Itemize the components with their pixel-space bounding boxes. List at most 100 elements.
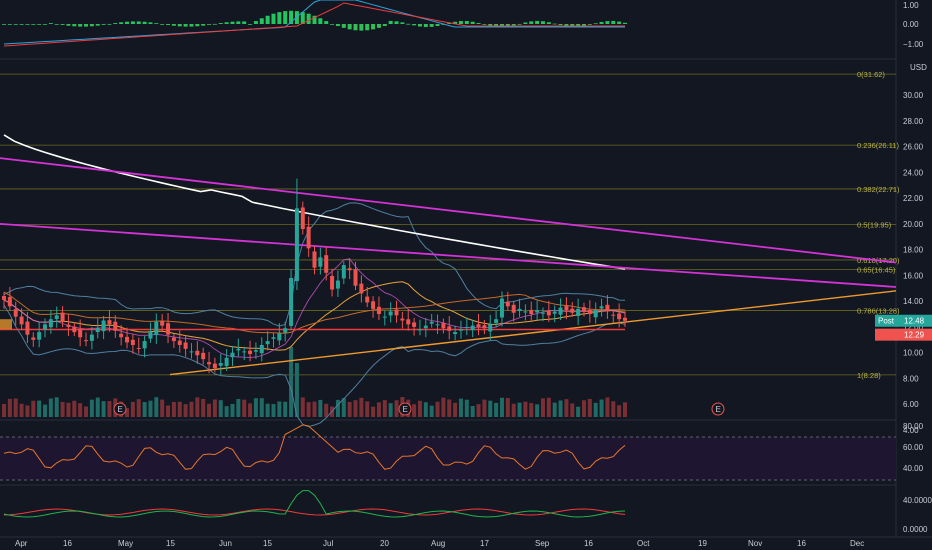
price-tick-label: 8.00 [903, 374, 919, 383]
macd-histogram-bar [166, 24, 171, 25]
price-tick-label: 14.00 [903, 297, 924, 306]
price-tick-label: 18.00 [903, 246, 924, 255]
volume-bar [43, 404, 48, 417]
macd-histogram-bar [335, 24, 340, 27]
volume-bar [388, 403, 393, 417]
volume-bar [453, 402, 458, 417]
candle-body [558, 307, 563, 315]
candle-body [43, 324, 48, 330]
rsi-tick-label: 40.00 [903, 464, 924, 473]
price-axis[interactable]: 4.00 6.00 8.00 10.00 12.00 14.00 16.00 18.00 20.… [903, 63, 927, 435]
volume-bar [60, 401, 65, 417]
volume-bar [476, 404, 481, 417]
macd-histogram-bar [617, 21, 622, 24]
macd-histogram-bar [60, 24, 65, 25]
time-tick-label: 20 [380, 539, 389, 548]
volume-bar [318, 399, 323, 417]
currency-label: USD [910, 63, 927, 72]
candle-body [341, 265, 346, 279]
macd-tick-label: 0.00 [903, 20, 919, 29]
price-tick-label: 24.00 [903, 168, 924, 177]
price-tick-label: 28.00 [903, 117, 924, 126]
volume-bar [511, 403, 516, 417]
volume-bar [564, 399, 569, 417]
candle-body [488, 324, 493, 332]
candle-body [552, 311, 557, 314]
macd-histogram-bar [365, 24, 370, 31]
volume-bar [294, 363, 299, 417]
candle-body [312, 251, 317, 268]
macd-histogram-bar [154, 23, 159, 24]
time-tick-label: Jun [219, 539, 232, 548]
volume-bar [587, 398, 592, 417]
candle-body [142, 341, 147, 349]
candle-body [617, 313, 622, 320]
candle-body [119, 333, 124, 338]
macd-histogram-bar [236, 21, 241, 24]
macd-histogram-bar [224, 22, 229, 24]
macd-histogram-bar [201, 24, 206, 26]
macd-histogram-bar [230, 21, 235, 24]
candle-body [324, 255, 329, 273]
candle-body [259, 344, 264, 354]
volume-bar [13, 398, 18, 417]
volume-bar [482, 399, 487, 417]
fib-level-label: 0.65(16.45) [857, 266, 896, 275]
volume-bar [66, 402, 71, 417]
volume-bar [212, 399, 217, 417]
macd-tick-label: 1.00 [903, 1, 919, 10]
volume-bar [523, 401, 528, 417]
volume-bar [154, 397, 159, 417]
candle-body [581, 307, 586, 312]
candle-body [78, 329, 83, 338]
volume-bar [335, 399, 340, 417]
volume-bar [488, 400, 493, 417]
macd-histogram-bar [283, 11, 288, 24]
macd-histogram-bar [130, 21, 135, 24]
price-tick-label: 16.00 [903, 271, 924, 280]
volume-bar [160, 399, 165, 417]
volume-bar [54, 397, 59, 417]
candle-body [60, 312, 65, 322]
candle-body [511, 304, 516, 313]
volume-bar [593, 402, 598, 417]
volume-bar [259, 398, 264, 417]
macd-histogram-bar [605, 21, 610, 24]
candle-body [499, 298, 504, 318]
volume-bar [201, 398, 206, 417]
candle-body [13, 309, 18, 317]
candle-body [201, 352, 206, 360]
candle-body [306, 226, 311, 249]
candle-body [195, 350, 200, 356]
earnings-marker [113, 402, 127, 416]
macd-histogram-bar [142, 21, 147, 24]
ma-50-line [3, 291, 626, 334]
time-tick-label: Aug [431, 539, 445, 548]
volume-bar [505, 398, 510, 417]
price-tag [875, 328, 932, 341]
candle-body [593, 310, 598, 318]
macd-histogram-bar [66, 24, 71, 26]
time-tick-label: 16 [584, 539, 593, 548]
time-axis[interactable]: Apr 16 May 15 Jun 15 Jul 20 Aug 17 Sep 16 Oct 19 Nov 16… [15, 539, 864, 548]
candle-body [535, 310, 540, 313]
candle-body [72, 326, 77, 333]
volume-bar [581, 400, 586, 417]
macd-histogram-bar [347, 24, 352, 30]
fib-level-label: 0.786(13.28) [857, 306, 900, 315]
volume-bar [324, 403, 329, 417]
volume-bar [136, 399, 141, 417]
candle-body [89, 334, 94, 341]
volume-bar [166, 405, 171, 417]
volume-bar [89, 399, 94, 417]
macd-histogram-bar [148, 22, 153, 24]
macd-histogram-bar [54, 24, 59, 25]
macd-histogram-bar [259, 18, 264, 24]
candle-body [353, 269, 358, 286]
macd-histogram-bar [277, 12, 282, 24]
candle-body [25, 321, 30, 335]
volume-bar [576, 406, 581, 417]
rising-support-trendline [169, 290, 897, 376]
